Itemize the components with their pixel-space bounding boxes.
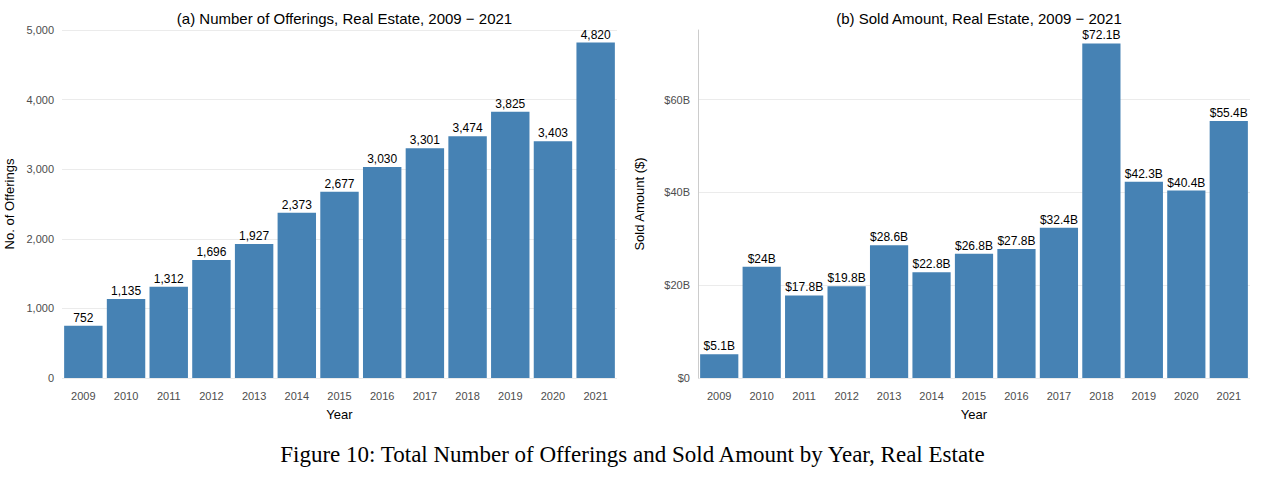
- svg-text:2,000: 2,000: [26, 233, 54, 245]
- svg-text:2015: 2015: [962, 390, 986, 402]
- svg-text:$60B: $60B: [664, 94, 690, 106]
- svg-text:2014: 2014: [285, 390, 309, 402]
- svg-text:2011: 2011: [157, 390, 181, 402]
- svg-text:$27.8B: $27.8B: [997, 234, 1035, 248]
- svg-text:2017: 2017: [1047, 390, 1071, 402]
- svg-text:1,312: 1,312: [154, 272, 184, 286]
- svg-text:2021: 2021: [1217, 390, 1241, 402]
- svg-text:3,474: 3,474: [453, 121, 483, 135]
- svg-text:2009: 2009: [707, 390, 731, 402]
- svg-text:$19.8B: $19.8B: [828, 271, 866, 285]
- svg-text:4,820: 4,820: [581, 28, 611, 42]
- svg-text:1,927: 1,927: [239, 229, 269, 243]
- svg-text:2013: 2013: [242, 390, 266, 402]
- svg-text:3,403: 3,403: [538, 126, 568, 140]
- svg-text:3,000: 3,000: [26, 163, 54, 175]
- svg-text:Year: Year: [961, 407, 988, 422]
- svg-text:3,301: 3,301: [410, 133, 440, 147]
- svg-text:No. of Offerings: No. of Offerings: [2, 158, 17, 249]
- svg-text:0: 0: [48, 372, 54, 384]
- svg-text:(b) Sold Amount, Real Estate,: (b) Sold Amount, Real Estate, 2009 − 202…: [836, 10, 1122, 27]
- svg-text:Year: Year: [326, 407, 353, 422]
- svg-text:2018: 2018: [1089, 390, 1113, 402]
- svg-text:3,030: 3,030: [367, 152, 397, 166]
- svg-text:5,000: 5,000: [26, 24, 54, 36]
- svg-text:$5.1B: $5.1B: [704, 339, 735, 353]
- svg-text:(a) Number of Offerings, Real: (a) Number of Offerings, Real Estate, 20…: [177, 10, 512, 27]
- svg-text:3,825: 3,825: [495, 97, 525, 111]
- svg-text:$26.8B: $26.8B: [955, 239, 993, 253]
- svg-text:$32.4B: $32.4B: [1040, 213, 1078, 227]
- svg-text:2019: 2019: [498, 390, 522, 402]
- svg-text:$0: $0: [678, 372, 690, 384]
- svg-text:4,000: 4,000: [26, 94, 54, 106]
- svg-text:$20B: $20B: [664, 279, 690, 291]
- svg-text:2020: 2020: [1174, 390, 1198, 402]
- svg-text:2015: 2015: [327, 390, 351, 402]
- svg-text:2012: 2012: [199, 390, 223, 402]
- svg-text:$17.8B: $17.8B: [785, 280, 823, 294]
- svg-text:2,677: 2,677: [324, 177, 354, 191]
- svg-text:$42.3B: $42.3B: [1125, 167, 1163, 181]
- svg-text:1,000: 1,000: [26, 302, 54, 314]
- svg-text:2013: 2013: [877, 390, 901, 402]
- svg-text:$40.4B: $40.4B: [1167, 176, 1205, 190]
- svg-text:2020: 2020: [541, 390, 565, 402]
- svg-text:2017: 2017: [413, 390, 437, 402]
- svg-text:2021: 2021: [583, 390, 607, 402]
- svg-text:$72.1B: $72.1B: [1082, 28, 1120, 42]
- svg-text:2019: 2019: [1132, 390, 1156, 402]
- html-text:Figure 10: Total Number of Off: Figure 10: Total Number of Offerings and…: [280, 442, 985, 467]
- svg-text:2,373: 2,373: [282, 198, 312, 212]
- svg-text:$22.8B: $22.8B: [913, 257, 951, 271]
- svg-text:2018: 2018: [455, 390, 479, 402]
- svg-text:2014: 2014: [919, 390, 943, 402]
- svg-text:2016: 2016: [1004, 390, 1028, 402]
- svg-text:2011: 2011: [792, 390, 816, 402]
- svg-text:752: 752: [73, 311, 93, 325]
- svg-text:$55.4B: $55.4B: [1210, 106, 1248, 120]
- svg-text:2010: 2010: [114, 390, 138, 402]
- svg-text:2016: 2016: [370, 390, 394, 402]
- svg-text:$28.6B: $28.6B: [870, 230, 908, 244]
- svg-text:Sold Amount ($): Sold Amount ($): [632, 157, 647, 250]
- svg-text:2012: 2012: [834, 390, 858, 402]
- svg-text:1,135: 1,135: [111, 284, 141, 298]
- svg-text:$24B: $24B: [748, 252, 776, 266]
- svg-text:2010: 2010: [749, 390, 773, 402]
- svg-text:1,696: 1,696: [196, 245, 226, 259]
- svg-text:2009: 2009: [71, 390, 95, 402]
- svg-text:$40B: $40B: [664, 186, 690, 198]
